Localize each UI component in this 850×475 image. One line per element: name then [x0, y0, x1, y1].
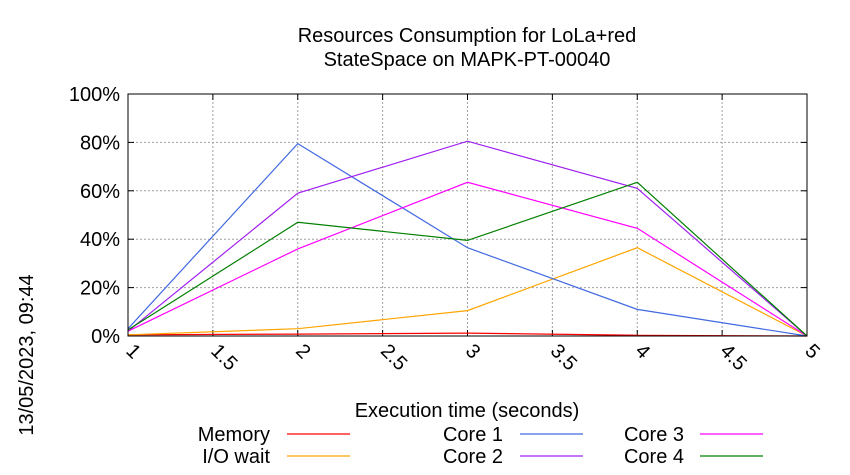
legend-label-core-2: Core 2: [443, 446, 503, 468]
series-line-core-4: [127, 181, 808, 337]
series-line-core-3: [127, 181, 808, 337]
y-axis-ticks: 0% 20% 40% 60% 80% 100%: [69, 84, 807, 348]
y-tick-label: 0%: [91, 326, 120, 348]
timestamp-label: 13/05/2023, 09:44: [16, 274, 38, 435]
chart-title: Resources Consumption for LoLa+red State…: [298, 25, 637, 71]
x-tick-label: 3.5: [546, 340, 581, 375]
legend-label-core-4: Core 4: [624, 446, 684, 468]
x-axis-label: Execution time (seconds): [355, 400, 580, 422]
x-tick-label: 4.5: [716, 340, 751, 375]
legend-label-core-1: Core 1: [443, 424, 503, 446]
legend-label-i-o-wait: I/O wait: [202, 446, 270, 468]
x-tick-label: 3: [461, 340, 484, 363]
x-tick-label: 2.5: [376, 340, 411, 375]
legend-label-core-3: Core 3: [624, 424, 684, 446]
y-tick-label: 60%: [80, 181, 120, 203]
y-tick-label: 80%: [80, 132, 120, 154]
y-tick-label: 40%: [80, 229, 120, 251]
y-tick-label: 100%: [69, 84, 120, 106]
series-line-i-o-wait: [127, 247, 808, 337]
x-tick-label: 1: [121, 340, 144, 363]
series-line-core-1: [127, 142, 808, 337]
y-tick-label: 20%: [80, 278, 120, 300]
chart-title-line1: Resources Consumption for LoLa+red: [298, 25, 637, 47]
series-line-core-2: [127, 140, 808, 337]
chart-title-line2: StateSpace on MAPK-PT-00040: [324, 49, 611, 71]
x-tick-label: 2: [291, 340, 314, 363]
grid: [128, 94, 807, 336]
plot-frame: [127, 93, 808, 337]
series-lines: [127, 140, 808, 337]
x-tick-label: 4: [631, 340, 654, 363]
x-tick-label: 1.5: [206, 340, 241, 375]
legend-label-memory: Memory: [198, 424, 270, 446]
x-tick-label: 5: [800, 340, 823, 363]
